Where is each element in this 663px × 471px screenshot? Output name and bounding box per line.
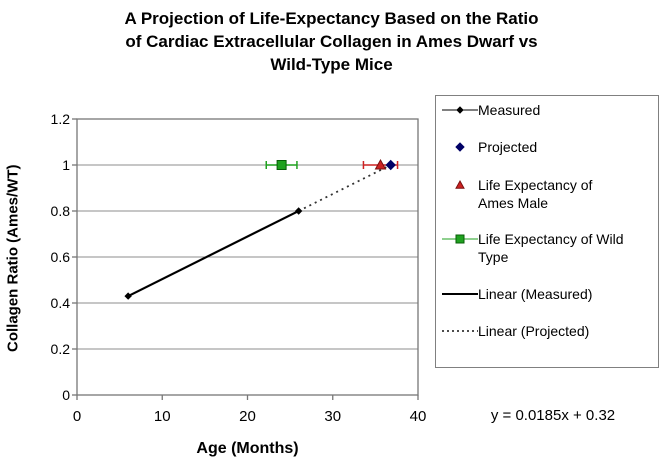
legend-label: Life Expectancy of Wild Type (478, 231, 624, 266)
legend-marker-glyph (442, 330, 478, 332)
linear-projected-legend-marker (442, 324, 478, 341)
legend-label: Linear (Measured) (478, 285, 593, 302)
legend-box: Measured Projected Life Expectancy of Am… (435, 95, 659, 368)
y-axis-tick-label: 0.8 (50, 203, 70, 219)
y-axis-tick-label: 0.4 (50, 295, 70, 311)
triangle-marker (374, 158, 387, 170)
chart-title-line: of Cardiac Extracellular Collagen in Ame… (125, 32, 538, 51)
legend-marker-glyph (442, 106, 478, 114)
x-axis-tick-label: 20 (239, 408, 256, 425)
square-marker (455, 234, 465, 244)
diamond-marker (455, 142, 465, 153)
legend-item-linear-projected: Linear (Projected) (442, 322, 652, 341)
x-axis-tick-label: 0 (72, 408, 82, 425)
linear-measured-legend-marker (442, 287, 478, 304)
legend-marker-glyph (442, 292, 478, 295)
projected-legend-marker (442, 140, 478, 157)
square-marker (276, 160, 287, 170)
y-axis-tick-label: 0.2 (50, 341, 70, 357)
legend-item-measured: Measured (442, 101, 652, 120)
legend-item-ames-male: Life Expectancy of Ames Male (442, 176, 652, 212)
chart-title: A Projection of Life-Expectancy Based on… (0, 7, 663, 76)
legend-label: Life Expectancy of Ames Male (478, 176, 593, 211)
x-axis-title: Age (Months) (196, 440, 299, 457)
diamond-marker (124, 292, 132, 300)
legend-item-projected: Projected (442, 138, 652, 157)
diamond-marker (294, 207, 303, 215)
ames-male-legend-marker (442, 178, 478, 195)
legend-label: Measured (478, 102, 541, 118)
x-axis-tick-label: 40 (409, 408, 427, 425)
wild-type-legend-marker (442, 232, 478, 249)
legend-label: Linear (Projected) (478, 322, 590, 339)
legend-marker-glyph (455, 142, 465, 153)
legend-marker-glyph (455, 179, 465, 189)
y-axis-tick-label: 1.2 (50, 111, 70, 127)
trendline-equation: y = 0.0185x + 0.32 (490, 407, 616, 424)
y-axis-tick-label: 1 (62, 157, 70, 173)
series-line-4 (127, 210, 300, 297)
x-axis-tick-label: 30 (324, 408, 342, 425)
triangle-marker (455, 179, 465, 189)
legend-item-wild-type: Life Expectancy of Wild Type (442, 230, 652, 266)
chart-title-line: A Projection of Life-Expectancy Based on… (124, 9, 539, 28)
y-axis-tick-label: 0 (62, 387, 70, 403)
series-line-5 (298, 164, 392, 212)
legend-marker-glyph (442, 234, 478, 244)
measured-legend-marker (442, 103, 478, 120)
diamond-marker (456, 106, 464, 114)
legend-label: Projected (478, 139, 538, 156)
legend-item-linear-measured: Linear (Measured) (442, 285, 652, 304)
diamond-marker (385, 159, 396, 171)
y-axis-tick-label: 0.6 (50, 249, 70, 265)
x-axis-tick-label: 10 (153, 408, 171, 425)
chart-title-line: Wild-Type Mice (270, 55, 393, 74)
